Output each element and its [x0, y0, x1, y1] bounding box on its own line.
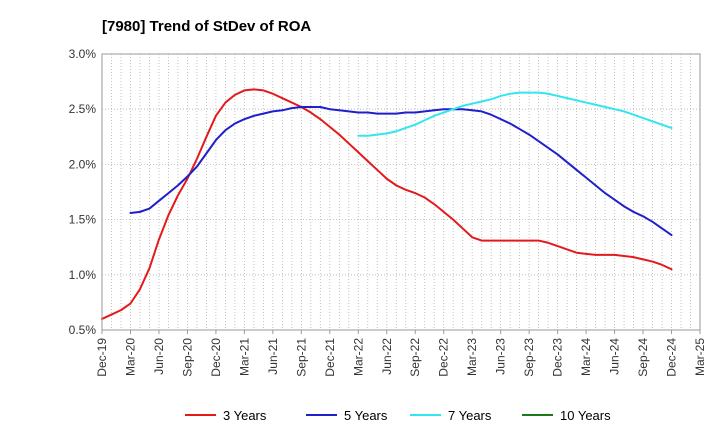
x-tick-label: Mar-24 [579, 338, 593, 376]
y-tick-label: 3.0% [69, 47, 97, 61]
x-tick-label: Mar-22 [351, 338, 365, 376]
y-tick-label: 1.5% [69, 213, 97, 227]
y-tick-label: 2.0% [69, 157, 97, 171]
x-tick-label: Dec-21 [323, 338, 337, 377]
x-tick-label: Jun-24 [608, 338, 622, 375]
x-tick-label: Mar-21 [237, 338, 251, 376]
y-tick-label: 2.5% [69, 102, 97, 116]
x-tick-label: Dec-23 [551, 338, 565, 377]
chart-title: [7980] Trend of StDev of ROA [102, 18, 311, 35]
x-tick-label: Jun-23 [494, 338, 508, 375]
x-tick-label: Dec-20 [209, 338, 223, 377]
legend-label: 5 Years [344, 408, 388, 423]
y-tick-label: 0.5% [69, 323, 97, 337]
y-tick-label: 1.0% [69, 268, 97, 282]
x-tick-label: Jun-20 [152, 338, 166, 375]
series-line-1 [129, 105, 673, 237]
x-tick-label: Mar-20 [123, 338, 137, 376]
x-tick-label: Sep-21 [294, 338, 308, 377]
axis-layer: 0.5% 1.0% 1.5% 2.0% 2.5% 3.0% Dec-19 Mar-20 Jun-… [69, 47, 707, 377]
series-layer [101, 88, 673, 320]
legend-label: 3 Years [223, 408, 267, 423]
x-tick-label: Sep-23 [522, 338, 536, 377]
x-tick-label: Dec-24 [665, 338, 679, 377]
series-line-0 [101, 88, 673, 320]
x-tick-label: Sep-24 [636, 338, 650, 377]
x-tick-label: Mar-23 [465, 338, 479, 376]
x-tick-label: Jun-21 [266, 338, 280, 375]
x-tick-label: Dec-22 [437, 338, 451, 377]
x-tick-label: Sep-22 [408, 338, 422, 377]
legend: 3 Years 5 Years 7 Years 10 Years [185, 408, 611, 423]
x-tick-label: Mar-25 [693, 338, 707, 376]
x-tick-label: Jun-22 [380, 338, 394, 375]
grid-layer [102, 53, 700, 331]
legend-label: 7 Years [448, 408, 492, 423]
plot-area-frame [101, 53, 701, 331]
series-line-2 [357, 91, 673, 137]
x-tick-label: Dec-19 [95, 338, 109, 377]
x-tick-label: Sep-20 [180, 338, 194, 377]
legend-label: 10 Years [560, 408, 611, 423]
